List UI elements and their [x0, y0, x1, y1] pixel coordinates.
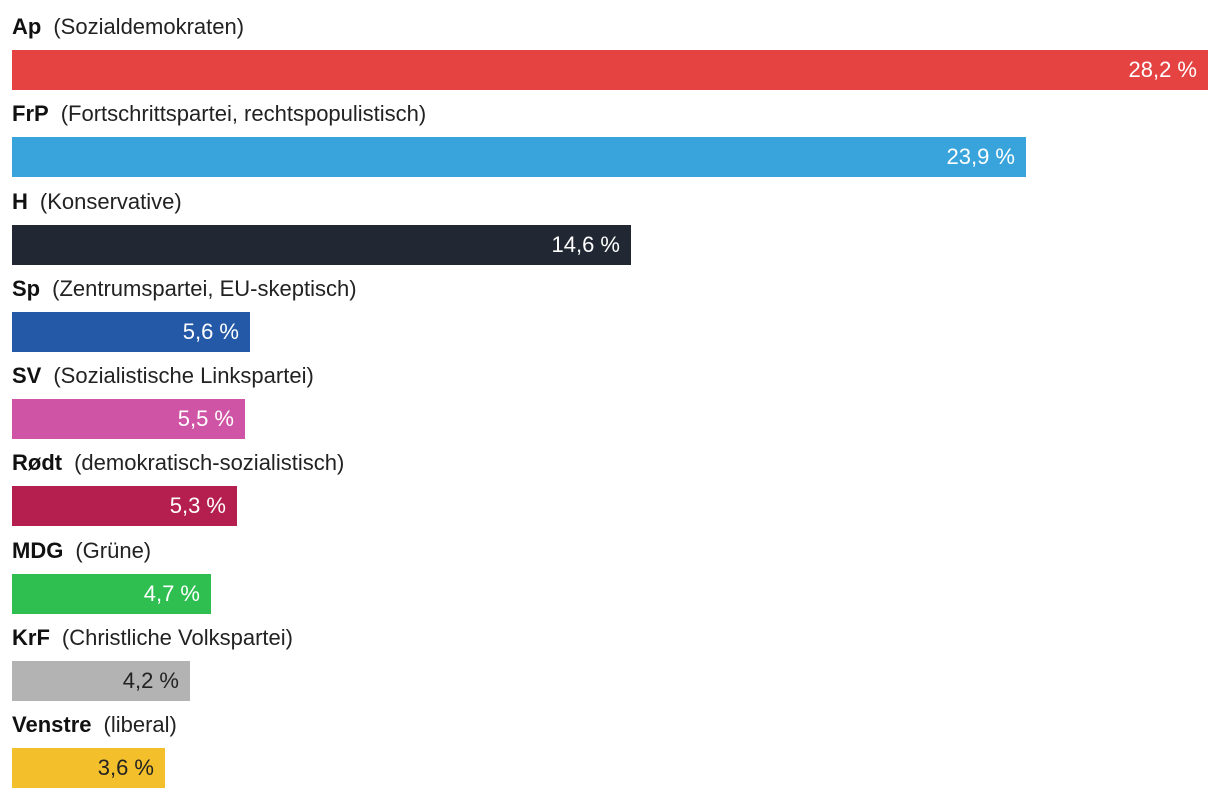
- party-abbreviation: Sp: [12, 276, 41, 301]
- value-label-krf: 4,2 %: [122, 668, 179, 693]
- bar-venstre: 3,6 %: [12, 748, 165, 788]
- party-label-sv: SV (Sozialistische Linkspartei): [12, 361, 314, 391]
- bar-sv: 5,5 %: [12, 399, 245, 439]
- party-label-sp: Sp (Zentrumspartei, EU-skeptisch): [12, 274, 357, 304]
- party-abbreviation: MDG: [12, 538, 64, 563]
- value-label-sp: 5,6 %: [182, 319, 239, 344]
- party-description: (Konservative): [39, 189, 182, 214]
- party-abbreviation: Rødt: [12, 450, 63, 475]
- party-label-ap: Ap (Sozialdemokraten): [12, 12, 244, 42]
- party-abbreviation: SV: [12, 363, 42, 388]
- party-description: (demokratisch-sozialistisch): [74, 450, 345, 475]
- party-description: (liberal): [103, 712, 177, 737]
- bar-h: 14,6 %: [12, 225, 631, 265]
- party-label-venstre: Venstre (liberal): [12, 710, 177, 740]
- party-label-rodt: Rødt (demokratisch-sozialistisch): [12, 448, 344, 478]
- bar-ap: 28,2 %: [12, 50, 1208, 90]
- party-abbreviation: KrF: [12, 625, 50, 650]
- party-description: (Christliche Volkspartei): [61, 625, 293, 650]
- party-label-frp: FrP (Fortschrittspartei, rechtspopulistis…: [12, 99, 426, 129]
- value-label-venstre: 3,6 %: [97, 755, 154, 780]
- party-abbreviation: H: [12, 189, 28, 214]
- bar-rodt: 5,3 %: [12, 486, 237, 526]
- party-description: (Grüne): [75, 538, 152, 563]
- bar-sp: 5,6 %: [12, 312, 250, 352]
- party-description: (Sozialdemokraten): [53, 14, 245, 39]
- party-abbreviation: FrP: [12, 101, 49, 126]
- value-label-mdg: 4,7 %: [143, 581, 200, 606]
- value-label-h: 14,6 %: [551, 232, 621, 257]
- party-label-h: H (Konservative): [12, 187, 182, 217]
- party-label-krf: KrF (Christliche Volkspartei): [12, 623, 293, 653]
- party-label-mdg: MDG (Grüne): [12, 536, 151, 566]
- party-description: (Zentrumspartei, EU-skeptisch): [52, 276, 357, 301]
- party-abbreviation: Venstre: [12, 712, 92, 737]
- value-label-sv: 5,5 %: [177, 406, 234, 431]
- value-label-ap: 28,2 %: [1128, 57, 1198, 82]
- bar-krf: 4,2 %: [12, 661, 190, 701]
- bar-mdg: 4,7 %: [12, 574, 211, 614]
- bar-frp: 23,9 %: [12, 137, 1026, 177]
- party-description: (Sozialistische Linkspartei): [53, 363, 314, 388]
- party-description: (Fortschrittspartei, rechtspopulistisch): [60, 101, 427, 126]
- party-abbreviation: Ap: [12, 14, 42, 39]
- value-label-rodt: 5,3 %: [169, 493, 226, 518]
- value-label-frp: 23,9 %: [946, 144, 1016, 169]
